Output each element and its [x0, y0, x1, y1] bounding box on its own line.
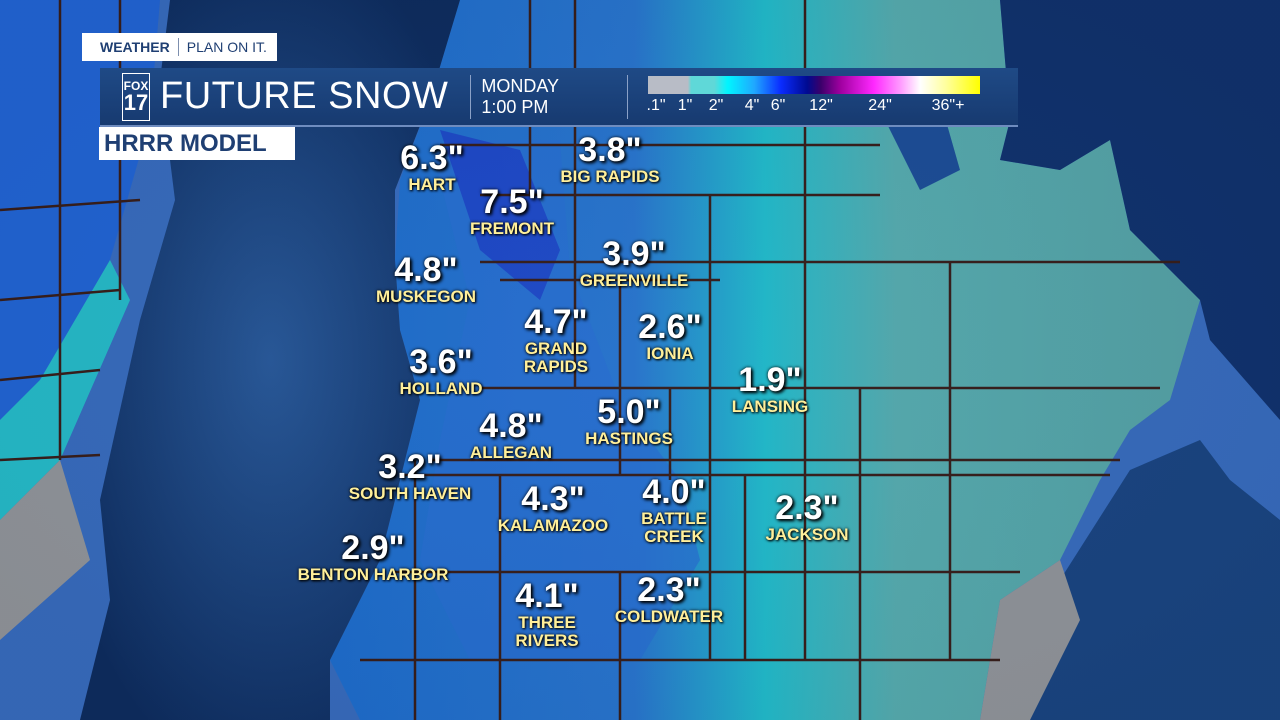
snow-total: 4.8" — [394, 251, 458, 289]
snow-total: 1.9" — [738, 361, 802, 399]
city-name: BATTLE CREEK — [641, 509, 707, 546]
city-name: JACKSON — [765, 525, 849, 544]
snow-total: 3.9" — [602, 235, 666, 273]
city-marker: 3.6" HOLLAND — [399, 344, 482, 398]
city-name: ALLEGAN — [469, 443, 553, 462]
legend-tick: .1" — [646, 97, 666, 114]
legend-tick: 2" — [708, 97, 724, 114]
city-name: THREE RIVERS — [515, 613, 579, 650]
city-marker: 4.7" GRAND RAPIDS — [516, 304, 596, 376]
forecast-day: MONDAY — [481, 75, 560, 96]
forecast-time: MONDAY 1:00 PM — [481, 76, 559, 118]
city-marker: 2.6" IONIA — [638, 309, 701, 363]
snow-total: 3.6" — [409, 343, 473, 381]
snow-total: 4.7" — [524, 303, 588, 341]
city-marker: 6.3" HART — [400, 140, 463, 194]
legend-color-scale — [648, 76, 981, 94]
city-name: BIG RAPIDS — [560, 167, 660, 186]
city-name: BENTON HARBOR — [297, 565, 449, 584]
snow-total: 2.3" — [775, 489, 839, 527]
city-name: MUSKEGON — [375, 287, 477, 306]
city-marker: 3.8" BIG RAPIDS — [560, 132, 659, 186]
snow-legend: .1" 1" 2" 4" 6" 12" 24" 36"+ — [646, 76, 981, 117]
city-name: HOLLAND — [399, 379, 483, 398]
tagline-divider — [177, 38, 179, 56]
city-marker: 3.2" SOUTH HAVEN — [349, 449, 471, 503]
model-label: HRRR MODEL — [99, 127, 295, 160]
city-name: GREENVILLE — [579, 271, 689, 290]
city-name: SOUTH HAVEN — [348, 484, 472, 503]
fox17-logo: FOX 17 — [122, 72, 150, 121]
city-name: GRAND RAPIDS — [523, 339, 589, 376]
snow-total: 6.3" — [400, 139, 464, 177]
divider — [627, 74, 629, 119]
page-title: FUTURE SNOW — [160, 75, 449, 117]
forecast-hour: 1:00 PM — [481, 96, 549, 117]
legend-tick: 24" — [868, 97, 892, 114]
snow-total: 4.8" — [479, 407, 543, 445]
city-marker: 4.8" MUSKEGON — [376, 252, 476, 306]
city-marker: 4.0" BATTLE CREEK — [634, 474, 714, 546]
snow-total: 2.3" — [637, 571, 701, 609]
city-name: FREMONT — [469, 219, 555, 238]
station-tagline: WEATHER PLAN ON IT. — [82, 33, 277, 61]
tagline-weather: WEATHER — [100, 39, 170, 55]
legend-tick: 12" — [809, 97, 833, 114]
city-marker: 2.3" JACKSON — [765, 490, 848, 544]
city-marker: 2.9" BENTON HARBOR — [298, 530, 449, 584]
legend-tick: 36"+ — [931, 97, 965, 114]
snow-total: 4.0" — [642, 473, 706, 511]
city-name: IONIA — [646, 344, 694, 363]
snow-total: 7.5" — [480, 183, 544, 221]
city-name: HART — [408, 175, 456, 194]
city-marker: 7.5" FREMONT — [470, 184, 554, 238]
legend-tick: 4" — [744, 97, 760, 114]
snow-total: 3.2" — [378, 448, 442, 486]
city-marker: 2.3" COLDWATER — [615, 572, 723, 626]
snow-total: 2.9" — [341, 529, 405, 567]
city-name: KALAMAZOO — [497, 516, 609, 535]
city-marker: 1.9" LANSING — [732, 362, 809, 416]
snow-total: 2.6" — [638, 308, 702, 346]
logo-fox: FOX — [123, 78, 149, 93]
legend-tick: 6" — [770, 97, 786, 114]
city-name: COLDWATER — [614, 607, 724, 626]
divider — [470, 74, 472, 119]
city-name: LANSING — [731, 397, 809, 416]
snow-total: 4.3" — [521, 480, 585, 518]
legend-tick: 1" — [677, 97, 693, 114]
city-marker: 3.9" GREENVILLE — [580, 236, 689, 290]
legend-ticks: .1" 1" 2" 4" 6" 12" 24" 36"+ — [646, 97, 980, 117]
snow-total: 5.0" — [597, 393, 661, 431]
city-marker: 4.8" ALLEGAN — [470, 408, 552, 462]
city-marker: 5.0" HASTINGS — [585, 394, 673, 448]
snow-total: 4.1" — [515, 577, 579, 615]
city-marker: 4.1" THREE RIVERS — [507, 578, 587, 650]
city-marker: 4.3" KALAMAZOO — [498, 481, 608, 535]
snow-total: 3.8" — [578, 131, 642, 169]
tagline-slogan: PLAN ON IT. — [186, 39, 267, 55]
logo-17: 17 — [123, 89, 149, 115]
city-name: HASTINGS — [585, 429, 673, 448]
title-bar: FOX 17 FUTURE SNOW MONDAY 1:00 PM .1" 1"… — [100, 68, 1018, 127]
